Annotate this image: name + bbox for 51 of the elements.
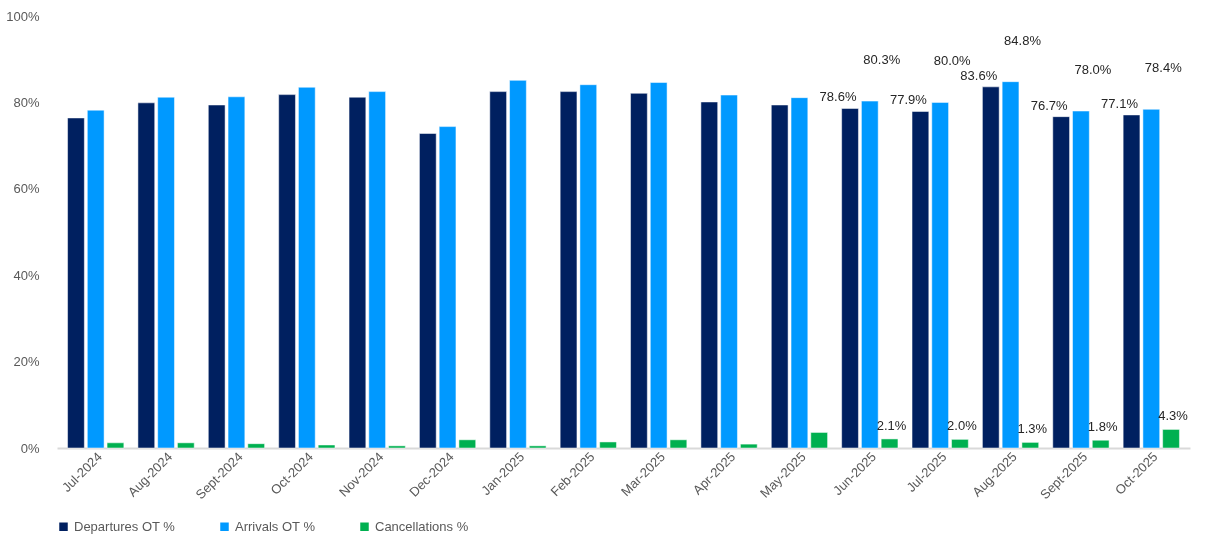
bar	[841, 108, 859, 449]
data-label: 77.9%	[889, 92, 928, 108]
bar	[298, 87, 316, 449]
y-tick-label: 100%	[6, 8, 40, 24]
y-tick-label: 60%	[13, 181, 40, 197]
bar	[880, 438, 899, 449]
y-tick-label: 0%	[20, 440, 40, 456]
bar	[1072, 110, 1090, 449]
data-label: 80.0%	[933, 53, 972, 69]
y-tick-label: 80%	[13, 94, 40, 110]
data-label: 76.7%	[1030, 97, 1069, 113]
bar	[1052, 116, 1070, 449]
data-label: 78.0%	[1074, 62, 1112, 78]
bar	[700, 101, 718, 449]
bar	[157, 96, 175, 449]
bar	[348, 96, 367, 449]
bar	[177, 442, 195, 449]
data-label: 78.4%	[1144, 60, 1183, 76]
bar	[368, 91, 386, 449]
bar	[810, 432, 828, 449]
y-tick-label: 20%	[13, 354, 40, 370]
legend-label: Arrivals OT %	[235, 518, 316, 534]
y-tick-label: 40%	[13, 267, 40, 283]
bar	[137, 102, 155, 449]
bar	[720, 94, 738, 449]
bar	[489, 91, 507, 449]
bar	[67, 117, 85, 449]
bar	[1162, 429, 1180, 449]
bar	[419, 133, 437, 449]
legend-label: Departures OT %	[74, 518, 176, 534]
bar	[982, 86, 1000, 449]
data-label: 84.8%	[1004, 32, 1042, 48]
bar	[861, 100, 879, 449]
data-label: 77.1%	[1101, 95, 1139, 111]
data-label: 83.6%	[960, 67, 998, 83]
bar	[247, 443, 265, 449]
bar	[1092, 439, 1110, 449]
bar	[951, 439, 969, 449]
bar	[931, 102, 949, 449]
bar	[630, 93, 648, 449]
bar	[740, 443, 758, 449]
bar	[388, 445, 406, 449]
bar	[599, 441, 617, 449]
legend-label: Cancellations %	[375, 518, 469, 534]
bar	[911, 111, 930, 449]
bar	[317, 444, 336, 449]
bar	[278, 94, 296, 449]
bar	[509, 80, 527, 449]
data-label: 78.6%	[819, 89, 857, 105]
data-label: 80.3%	[863, 52, 901, 68]
bar	[529, 445, 547, 449]
